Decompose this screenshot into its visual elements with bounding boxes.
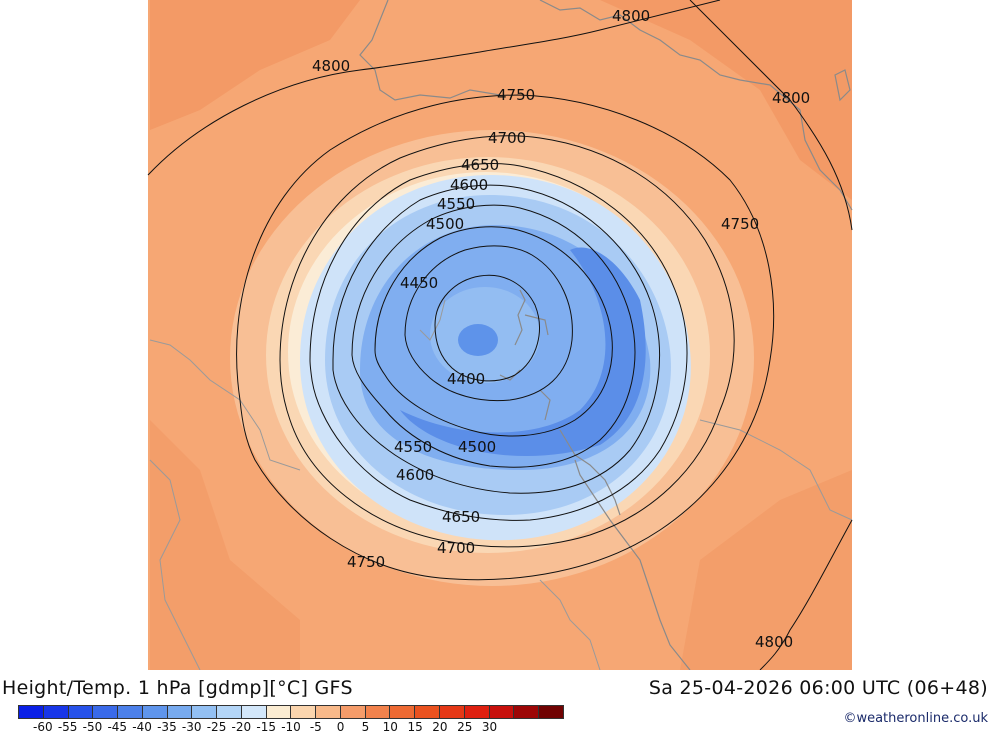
forecast-datetime: Sa 25-04-2026 06:00 UTC (06+48): [648, 677, 988, 699]
contour-label: 4400: [447, 370, 485, 388]
colorbar-tick-label: -5: [309, 720, 322, 734]
colorbar-swatch: [514, 706, 540, 718]
contour-label: 4750: [347, 553, 385, 571]
map-frame: 4800 4800 4800 4800 4750 4750 4750 4700 …: [147, 0, 853, 670]
contour-label: 4700: [437, 539, 475, 557]
country-border: [539, 579, 601, 670]
contour-label: 4600: [396, 466, 434, 484]
colorbar-swatch: [241, 706, 267, 718]
colorbar-tick-label: 10: [382, 720, 398, 734]
colorbar-swatch: [93, 706, 119, 718]
contour-label: 4500: [426, 215, 464, 233]
colorbar-ticks: -60 -55 -50 -45 -40 -35 -30 -25 -20 -15 -10 -5 0 5 10 1…: [18, 720, 564, 734]
colorbar-tick-label: -35: [157, 720, 177, 734]
contour-label: 4600: [450, 176, 488, 194]
temperature-colorbar: [18, 705, 564, 719]
contour-label: 4800: [612, 7, 650, 25]
colorbar-swatch: [118, 706, 143, 718]
warm-patch: [150, 0, 360, 130]
country-border: [699, 419, 853, 521]
coastline: [539, 0, 853, 211]
coastline: [359, 0, 501, 101]
cold-core-spot: [458, 324, 498, 356]
colorbar-tick-label: -55: [57, 720, 78, 734]
colorbar-swatch: [489, 706, 515, 718]
colorbar-swatch: [340, 706, 366, 718]
colorbar-tick-label: 20: [432, 720, 448, 734]
contour-label: 4800: [772, 89, 810, 107]
colorbar-tick-label: 25: [457, 720, 473, 734]
colorbar-tick-label: 15: [407, 720, 423, 734]
contour-label: 4750: [497, 86, 535, 104]
country-border: [149, 459, 201, 670]
coastline: [499, 289, 621, 516]
colorbar-swatch: [390, 706, 416, 718]
colorbar-swatch: [415, 706, 441, 718]
colorbar-swatch: [291, 706, 317, 718]
colorbar-swatch: [316, 706, 341, 718]
colorbar-swatch: [142, 706, 168, 718]
colorbar-tick-label: -25: [206, 720, 227, 734]
colorbar-swatch: [365, 706, 391, 718]
colorbar-tick-label: -60: [33, 720, 53, 734]
contour-4500: [374, 226, 613, 437]
contour-label: 4800: [312, 57, 350, 75]
warm-patch: [680, 470, 852, 670]
colorbar-swatch: [217, 706, 242, 718]
colorbar-swatch: [464, 706, 490, 718]
contour-4550: [351, 204, 636, 468]
colorbar-tick-label: -45: [107, 720, 128, 734]
colorbar-swatch: [266, 706, 292, 718]
contour-label: 4500: [458, 438, 496, 456]
contour-4800-nw: [147, 0, 721, 176]
contour-4600: [332, 184, 660, 494]
colorbar-swatch: [167, 706, 193, 718]
colorbar-swatch: [68, 706, 94, 718]
contour-4700: [279, 135, 735, 548]
colorbar-tick-label: 30: [481, 720, 498, 734]
colorbar-tick-label: -10: [281, 720, 301, 734]
contour-label: 4650: [461, 156, 499, 174]
country-border: [149, 339, 301, 471]
colorbar-tick-label: -20: [231, 720, 252, 734]
colorbar-tick-label: 5: [361, 720, 370, 734]
colorbar-tick-label: -40: [132, 720, 152, 734]
contour-4400: [434, 274, 540, 382]
colorbar-swatch: [19, 706, 44, 718]
colorbar-swatch: [440, 706, 465, 718]
contour-label: 4700: [488, 129, 526, 147]
colorbar-tick-label: -50: [82, 720, 103, 734]
colorbar-tick-label: -15: [256, 720, 276, 734]
contour-label: 4550: [437, 195, 475, 213]
colorbar-tick-label: 0: [336, 720, 345, 734]
colorbar-swatch: [43, 706, 69, 718]
coastline: [834, 69, 851, 102]
contour-4800-ne: [689, 0, 853, 231]
contour-label: 4750: [721, 215, 759, 233]
map-title: Height/Temp. 1 hPa [gdmp][°C] GFS: [2, 677, 353, 699]
coastline: [574, 459, 691, 670]
contour-4650: [309, 163, 688, 521]
contour-4750: [236, 94, 775, 581]
colorbar-swatch: [192, 706, 218, 718]
map-canvas: 4800 4800 4800 4800 4750 4750 4750 4700 …: [147, 0, 853, 670]
warm-patch: [600, 0, 852, 200]
contour-label: 4450: [400, 274, 438, 292]
contour-4450: [404, 245, 573, 402]
colorbar-swatch: [539, 706, 563, 718]
warm-patch: [150, 420, 300, 670]
contour-label: 4800: [755, 633, 793, 651]
credit-link[interactable]: ©weatheronline.co.uk: [843, 711, 988, 726]
contour-label: 4650: [442, 508, 480, 526]
contour-4800-se: [759, 519, 853, 670]
colorbar-tick-label: -30: [181, 720, 202, 734]
contour-label: 4550: [394, 438, 432, 456]
